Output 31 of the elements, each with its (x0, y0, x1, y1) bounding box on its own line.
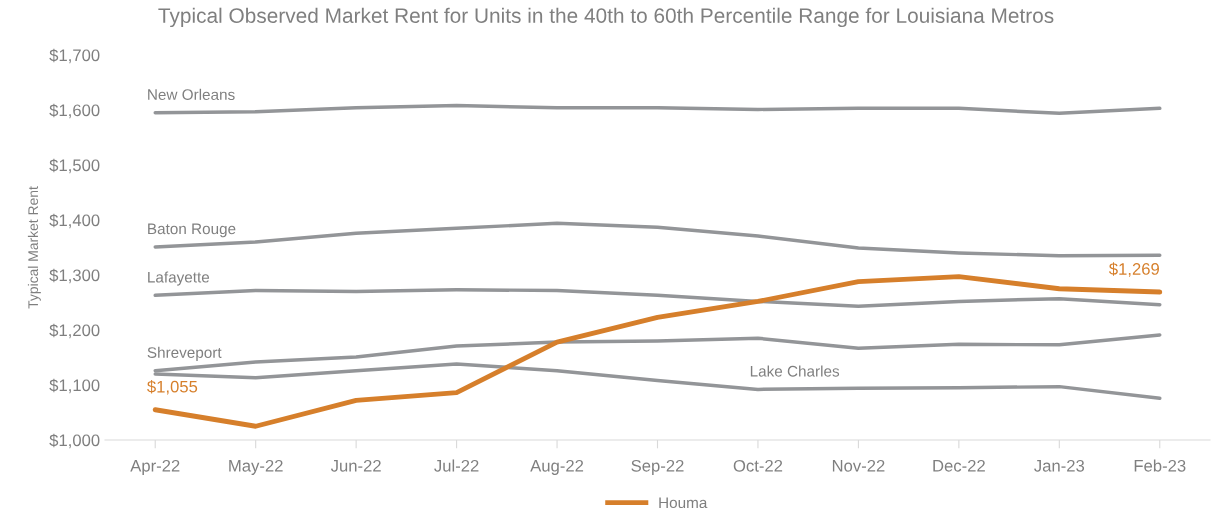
y-tick-label: $1,600 (49, 103, 100, 119)
y-tick-label: $1,000 (49, 433, 100, 449)
x-tick-label: Dec-22 (933, 459, 985, 472)
x-tick-label: Feb-23 (1134, 459, 1186, 472)
data-label: $1,269 (1108, 262, 1159, 277)
annotation: New Orleans (148, 88, 235, 101)
x-tick-label: Oct-22 (733, 459, 783, 472)
y-tick-label: $1,500 (49, 158, 100, 174)
x-tick-label: May-22 (229, 459, 283, 475)
annotation: Shreveport (147, 346, 222, 361)
x-tick-label: Jan-23 (1034, 459, 1085, 472)
x-tick-label: Aug-22 (530, 459, 584, 475)
annotation: Lake Charles (750, 365, 840, 377)
line-series (153, 288, 1162, 309)
x-tick-label: Sep-22 (631, 459, 684, 475)
y-tick-label: $1,100 (49, 378, 100, 394)
x-tick-label: Apr-22 (130, 459, 180, 475)
y-tick-label: $1,200 (49, 323, 100, 339)
x-tick-label: Nov-22 (832, 459, 885, 472)
y-tick-label: $1,400 (49, 213, 100, 229)
legend-label: Houma (659, 497, 708, 509)
annotation: Baton Rouge (148, 223, 236, 238)
x-tick-label: Jun-22 (330, 459, 381, 472)
y-tick-label: $1,700 (49, 48, 100, 64)
y-tick-label: $1,300 (49, 268, 100, 284)
annotation: Lafayette (148, 271, 210, 286)
chart-title: Typical Observed Market Rent for Units in the 40th to 60th Percentile Range for Louisiana Metros (158, 7, 1054, 28)
line-series (153, 103, 1162, 116)
x-tick-label: Jul-22 (434, 459, 479, 472)
data-label: $1,055 (147, 380, 198, 395)
y-axis-title: Typical Market Rent (27, 186, 41, 309)
